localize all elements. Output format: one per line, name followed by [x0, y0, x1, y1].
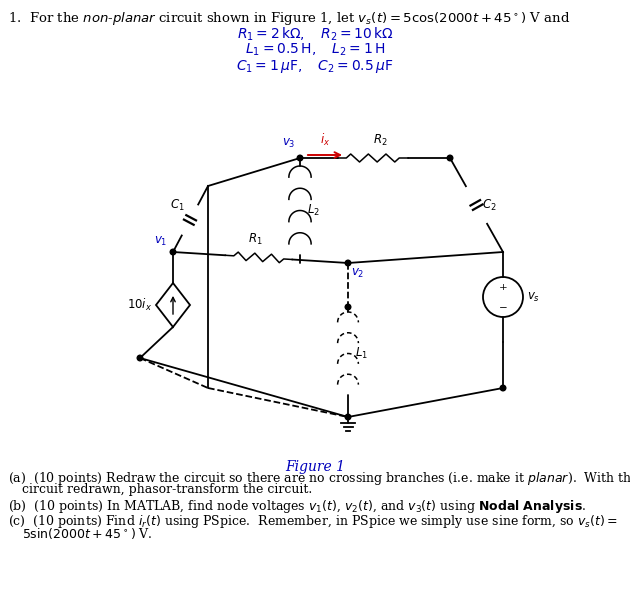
Text: Figure 1: Figure 1	[285, 460, 345, 474]
Text: (b)  (10 points) In MATLAB, find node voltages $v_1(t)$, $v_2(t)$, and $v_3(t)$ : (b) (10 points) In MATLAB, find node vol…	[8, 498, 587, 515]
Text: $5\sin(2000t + 45^\circ)$ V.: $5\sin(2000t + 45^\circ)$ V.	[22, 526, 152, 541]
Text: $R_1$: $R_1$	[248, 232, 263, 248]
Circle shape	[297, 155, 303, 161]
Text: $10i_x$: $10i_x$	[127, 297, 152, 313]
Text: $L_2$: $L_2$	[307, 203, 320, 218]
Text: $C_2$: $C_2$	[483, 197, 497, 213]
Text: $C_1$: $C_1$	[170, 198, 185, 213]
Circle shape	[447, 155, 453, 161]
Text: $R_2$: $R_2$	[373, 133, 387, 148]
Circle shape	[345, 414, 351, 420]
Text: $v_3$: $v_3$	[282, 137, 295, 150]
Circle shape	[345, 304, 351, 310]
Text: 1.  For the $\mathit{non}$-$\mathit{planar}$ circuit shown in Figure 1, let $v_s: 1. For the $\mathit{non}$-$\mathit{plana…	[8, 10, 570, 27]
Text: $-$: $-$	[498, 302, 508, 311]
Circle shape	[137, 355, 143, 361]
Text: $v_2$: $v_2$	[351, 267, 364, 280]
Text: (a)  (10 points) Redraw the circuit so there are no crossing branches (i.e. make: (a) (10 points) Redraw the circuit so th…	[8, 470, 630, 487]
Text: (c)  (10 points) Find $i_r(t)$ using PSpice.  Remember, in PSpice we simply use : (c) (10 points) Find $i_r(t)$ using PSpi…	[8, 513, 618, 530]
Text: $L_1$: $L_1$	[355, 346, 368, 361]
Text: $i_x$: $i_x$	[320, 132, 330, 148]
Circle shape	[345, 260, 351, 266]
Text: $v_s$: $v_s$	[527, 290, 540, 304]
Text: $L_1 = 0.5\,\mathrm{H},\quad L_2 = 1\,\mathrm{H}$: $L_1 = 0.5\,\mathrm{H},\quad L_2 = 1\,\m…	[245, 42, 385, 58]
Circle shape	[500, 385, 506, 391]
Text: $R_1 = 2\,\mathrm{k}\Omega,\quad R_2 = 10\,\mathrm{k}\Omega$: $R_1 = 2\,\mathrm{k}\Omega,\quad R_2 = 1…	[236, 26, 394, 43]
Text: $C_1 = 1\,\mu\mathrm{F},\quad C_2 = 0.5\,\mu\mathrm{F}$: $C_1 = 1\,\mu\mathrm{F},\quad C_2 = 0.5\…	[236, 58, 394, 75]
Circle shape	[170, 249, 176, 255]
Text: circuit redrawn, phasor-transform the circuit.: circuit redrawn, phasor-transform the ci…	[22, 483, 312, 496]
Text: +: +	[498, 283, 507, 292]
Text: $v_1$: $v_1$	[154, 235, 167, 248]
